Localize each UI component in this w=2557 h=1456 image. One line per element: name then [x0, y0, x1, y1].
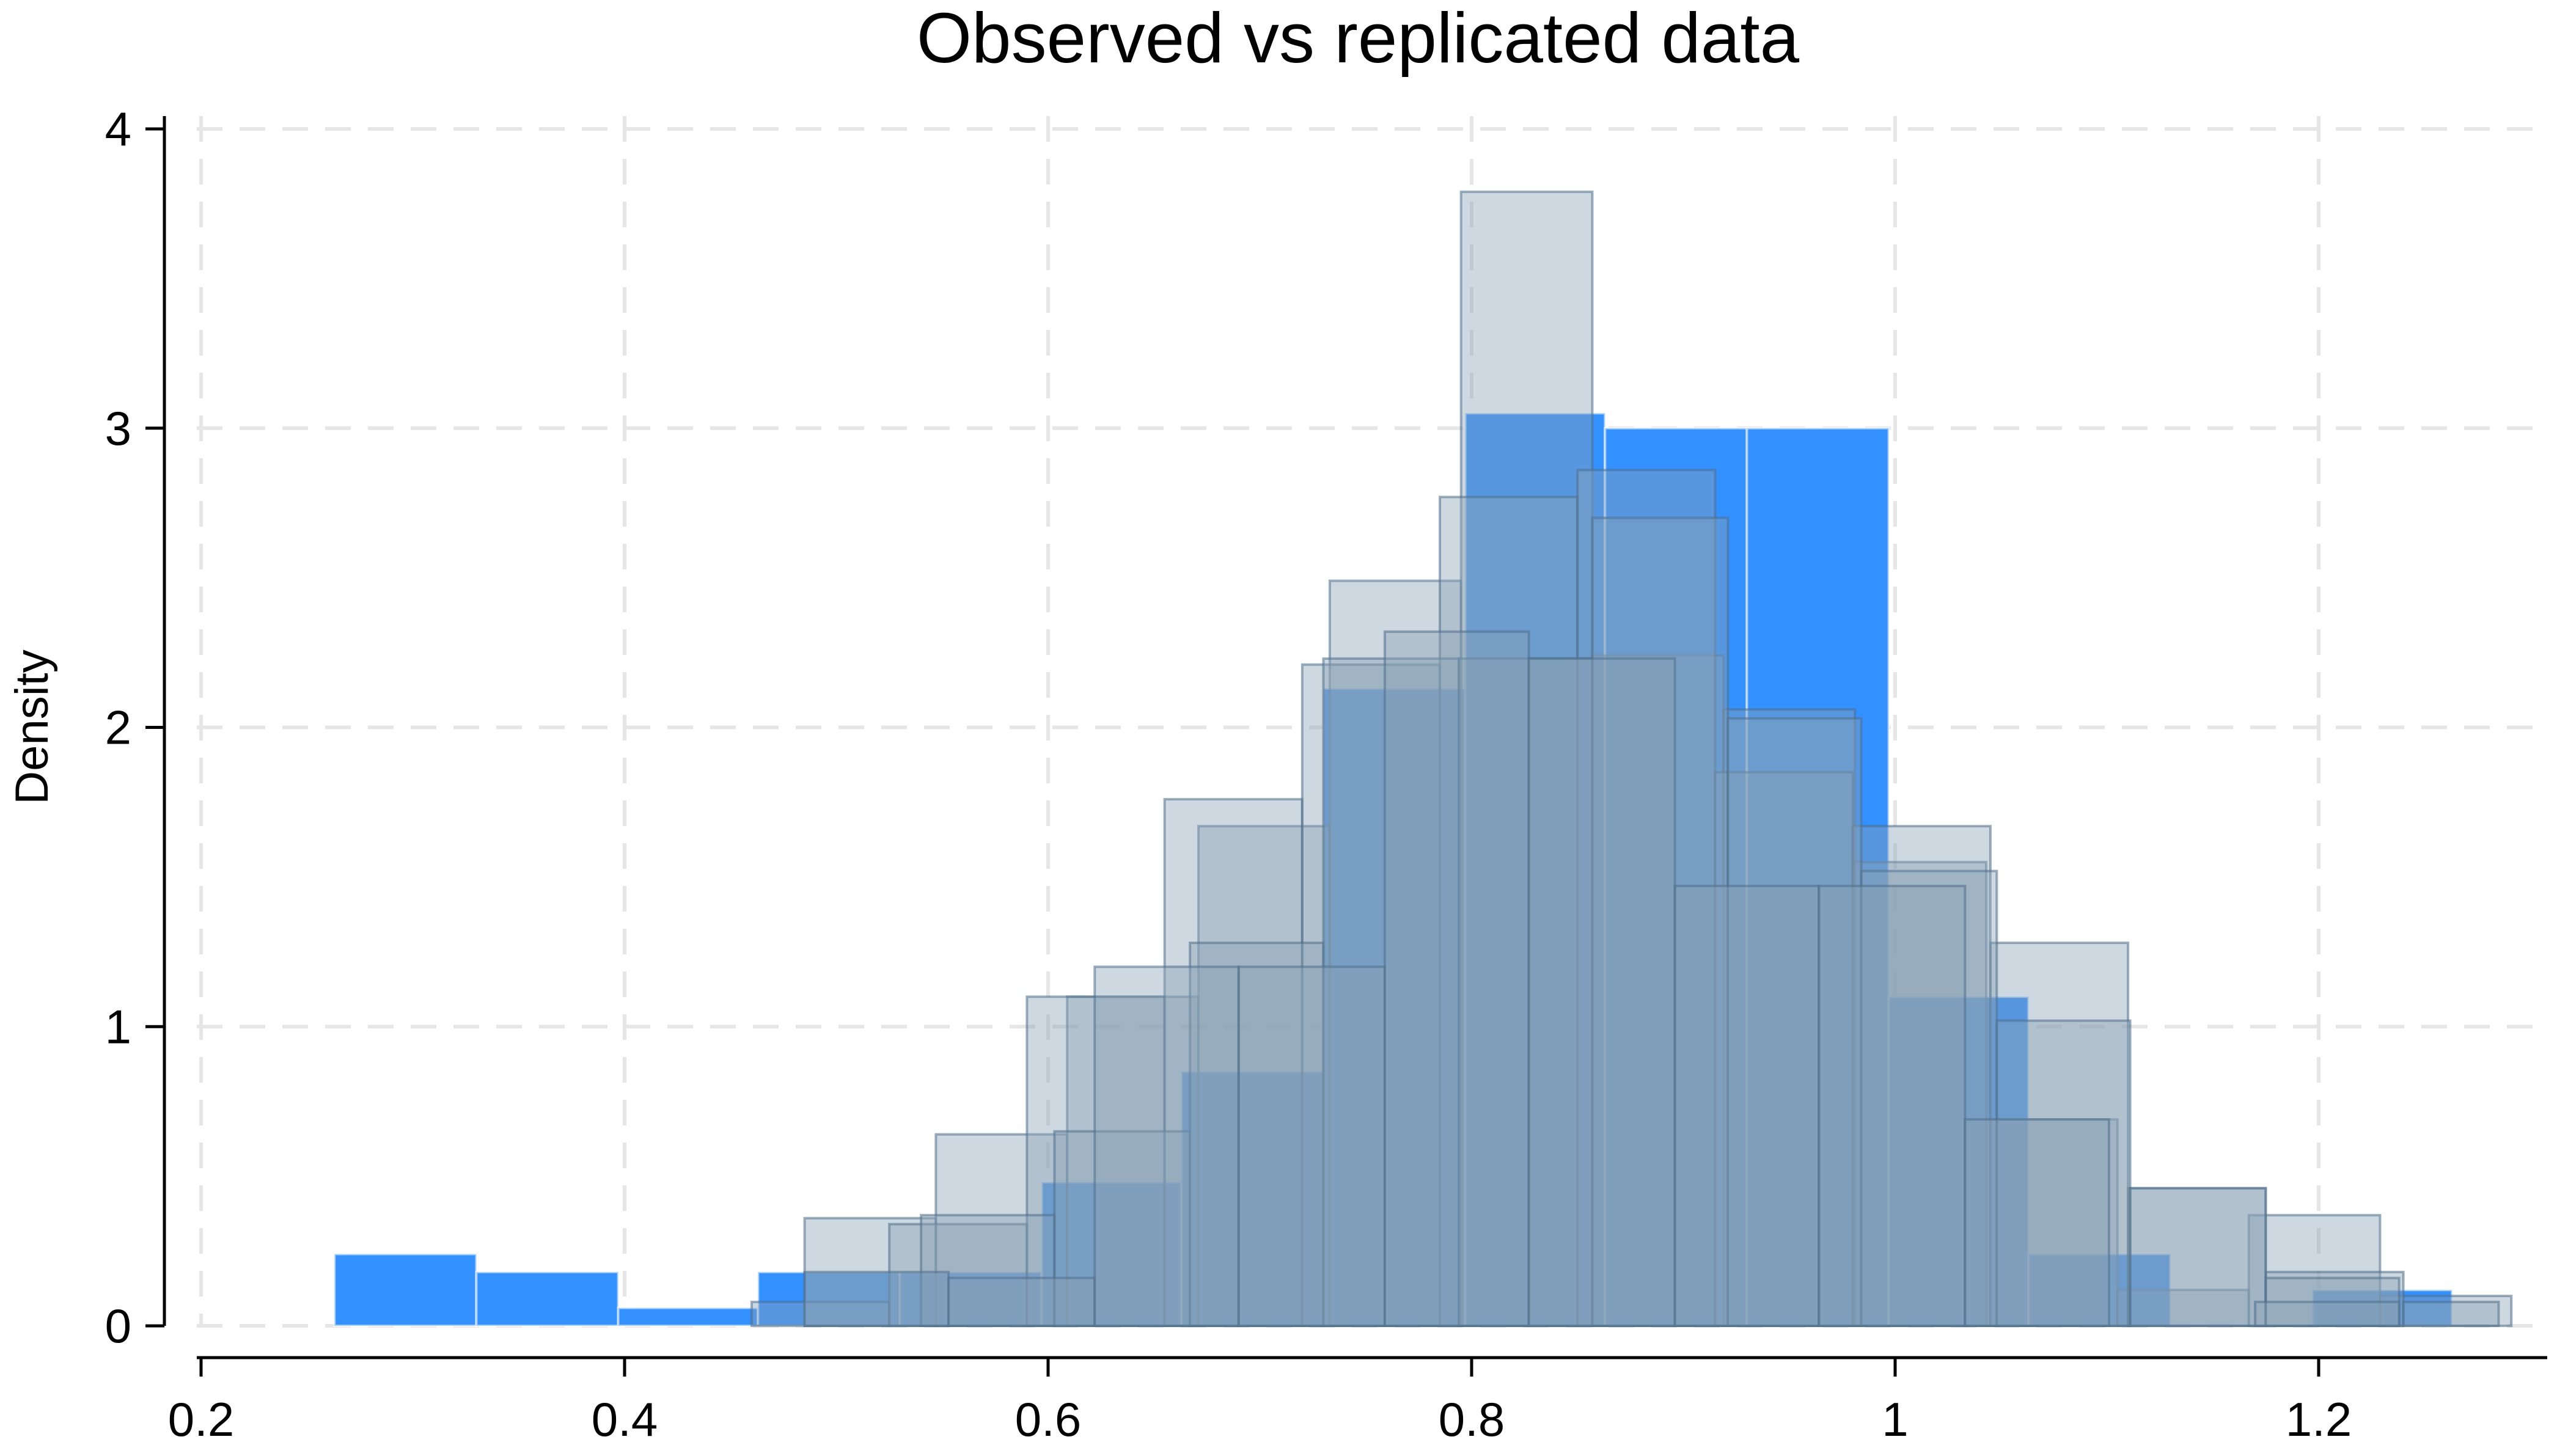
replicated-bar — [1722, 708, 1857, 1327]
axes — [163, 116, 2547, 1359]
axis-ticks: 0 1 2 3 4 0.2 0.4 0.6 0.8 1 1.2 — [105, 102, 2352, 1446]
replicated-bar — [803, 1270, 950, 1327]
replicated-bar — [1322, 657, 1461, 1327]
replicated-series — [803, 630, 2401, 1328]
replicated-bar — [1053, 1130, 1192, 1327]
observed-series — [333, 412, 2454, 1328]
replicated-series — [920, 516, 2401, 1327]
replicated-bar — [1818, 885, 1967, 1327]
replicated-bar — [888, 1223, 1029, 1327]
replicated-bar — [2247, 1213, 2382, 1327]
x-tick-label: 1.2 — [2286, 1392, 2352, 1446]
replicated-bar — [1066, 995, 1200, 1327]
replicated-bar — [1726, 717, 1863, 1327]
y-tick-label: 3 — [105, 401, 131, 455]
replicated-bar — [2129, 1187, 2267, 1327]
observed-bar — [1887, 995, 2030, 1327]
observed-bar — [1180, 1070, 1325, 1328]
replicated-bar — [1673, 885, 1821, 1327]
replicated-bar — [1714, 770, 1854, 1327]
replicated-bar — [1237, 965, 1386, 1328]
y-tick-label: 0 — [105, 1299, 131, 1353]
y-tick-label: 2 — [105, 701, 131, 755]
replicated-bar — [1527, 657, 1676, 1327]
x-tick-label: 0.2 — [168, 1392, 234, 1446]
replicated-bar — [1439, 496, 1579, 1328]
replicated-bar — [2402, 1300, 2500, 1328]
x-tick-label: 0.4 — [592, 1392, 658, 1446]
replicated-bar — [2264, 1270, 2405, 1327]
x-tick-label: 0.6 — [1015, 1392, 1081, 1446]
chart-title: Observed vs replicated data — [917, 0, 1800, 78]
replicated-bar — [947, 1276, 1096, 1327]
replicated-bar — [1383, 630, 1530, 1327]
replicated-bar — [1964, 1118, 2110, 1327]
observed-bar — [333, 1253, 478, 1327]
replicated-bar — [2127, 1187, 2267, 1327]
replicated-bar — [934, 1133, 1069, 1328]
x-tick-label: 1 — [1882, 1392, 1908, 1446]
replicated-bar — [1459, 190, 1594, 1327]
replicated-bar — [1591, 516, 1730, 1327]
replicated-bar — [1591, 654, 1725, 1327]
replicated-bar — [1458, 657, 1594, 1327]
replicated-bar — [2254, 1300, 2401, 1328]
observed-bar — [475, 1270, 620, 1327]
observed-bar — [1464, 412, 1607, 1328]
replicated-bar — [1197, 825, 1331, 1328]
replicated-bar — [1989, 942, 2130, 1327]
replicated-bar — [1860, 869, 1998, 1327]
replicated-bar — [1576, 469, 1717, 1328]
y-axis-label: Density — [6, 649, 58, 804]
replicated-series — [750, 469, 2500, 1328]
y-tick-label: 1 — [105, 1000, 131, 1053]
x-tick-label: 0.8 — [1439, 1392, 1505, 1446]
y-tick-label: 4 — [105, 102, 131, 156]
observed-bar — [617, 1306, 760, 1327]
replicated-bar — [1301, 663, 1442, 1327]
replicated-bar — [1189, 942, 1325, 1327]
histogram-bars — [333, 190, 2513, 1328]
replicated-bar — [2116, 1289, 2250, 1327]
replicated-bar — [1093, 965, 1240, 1328]
